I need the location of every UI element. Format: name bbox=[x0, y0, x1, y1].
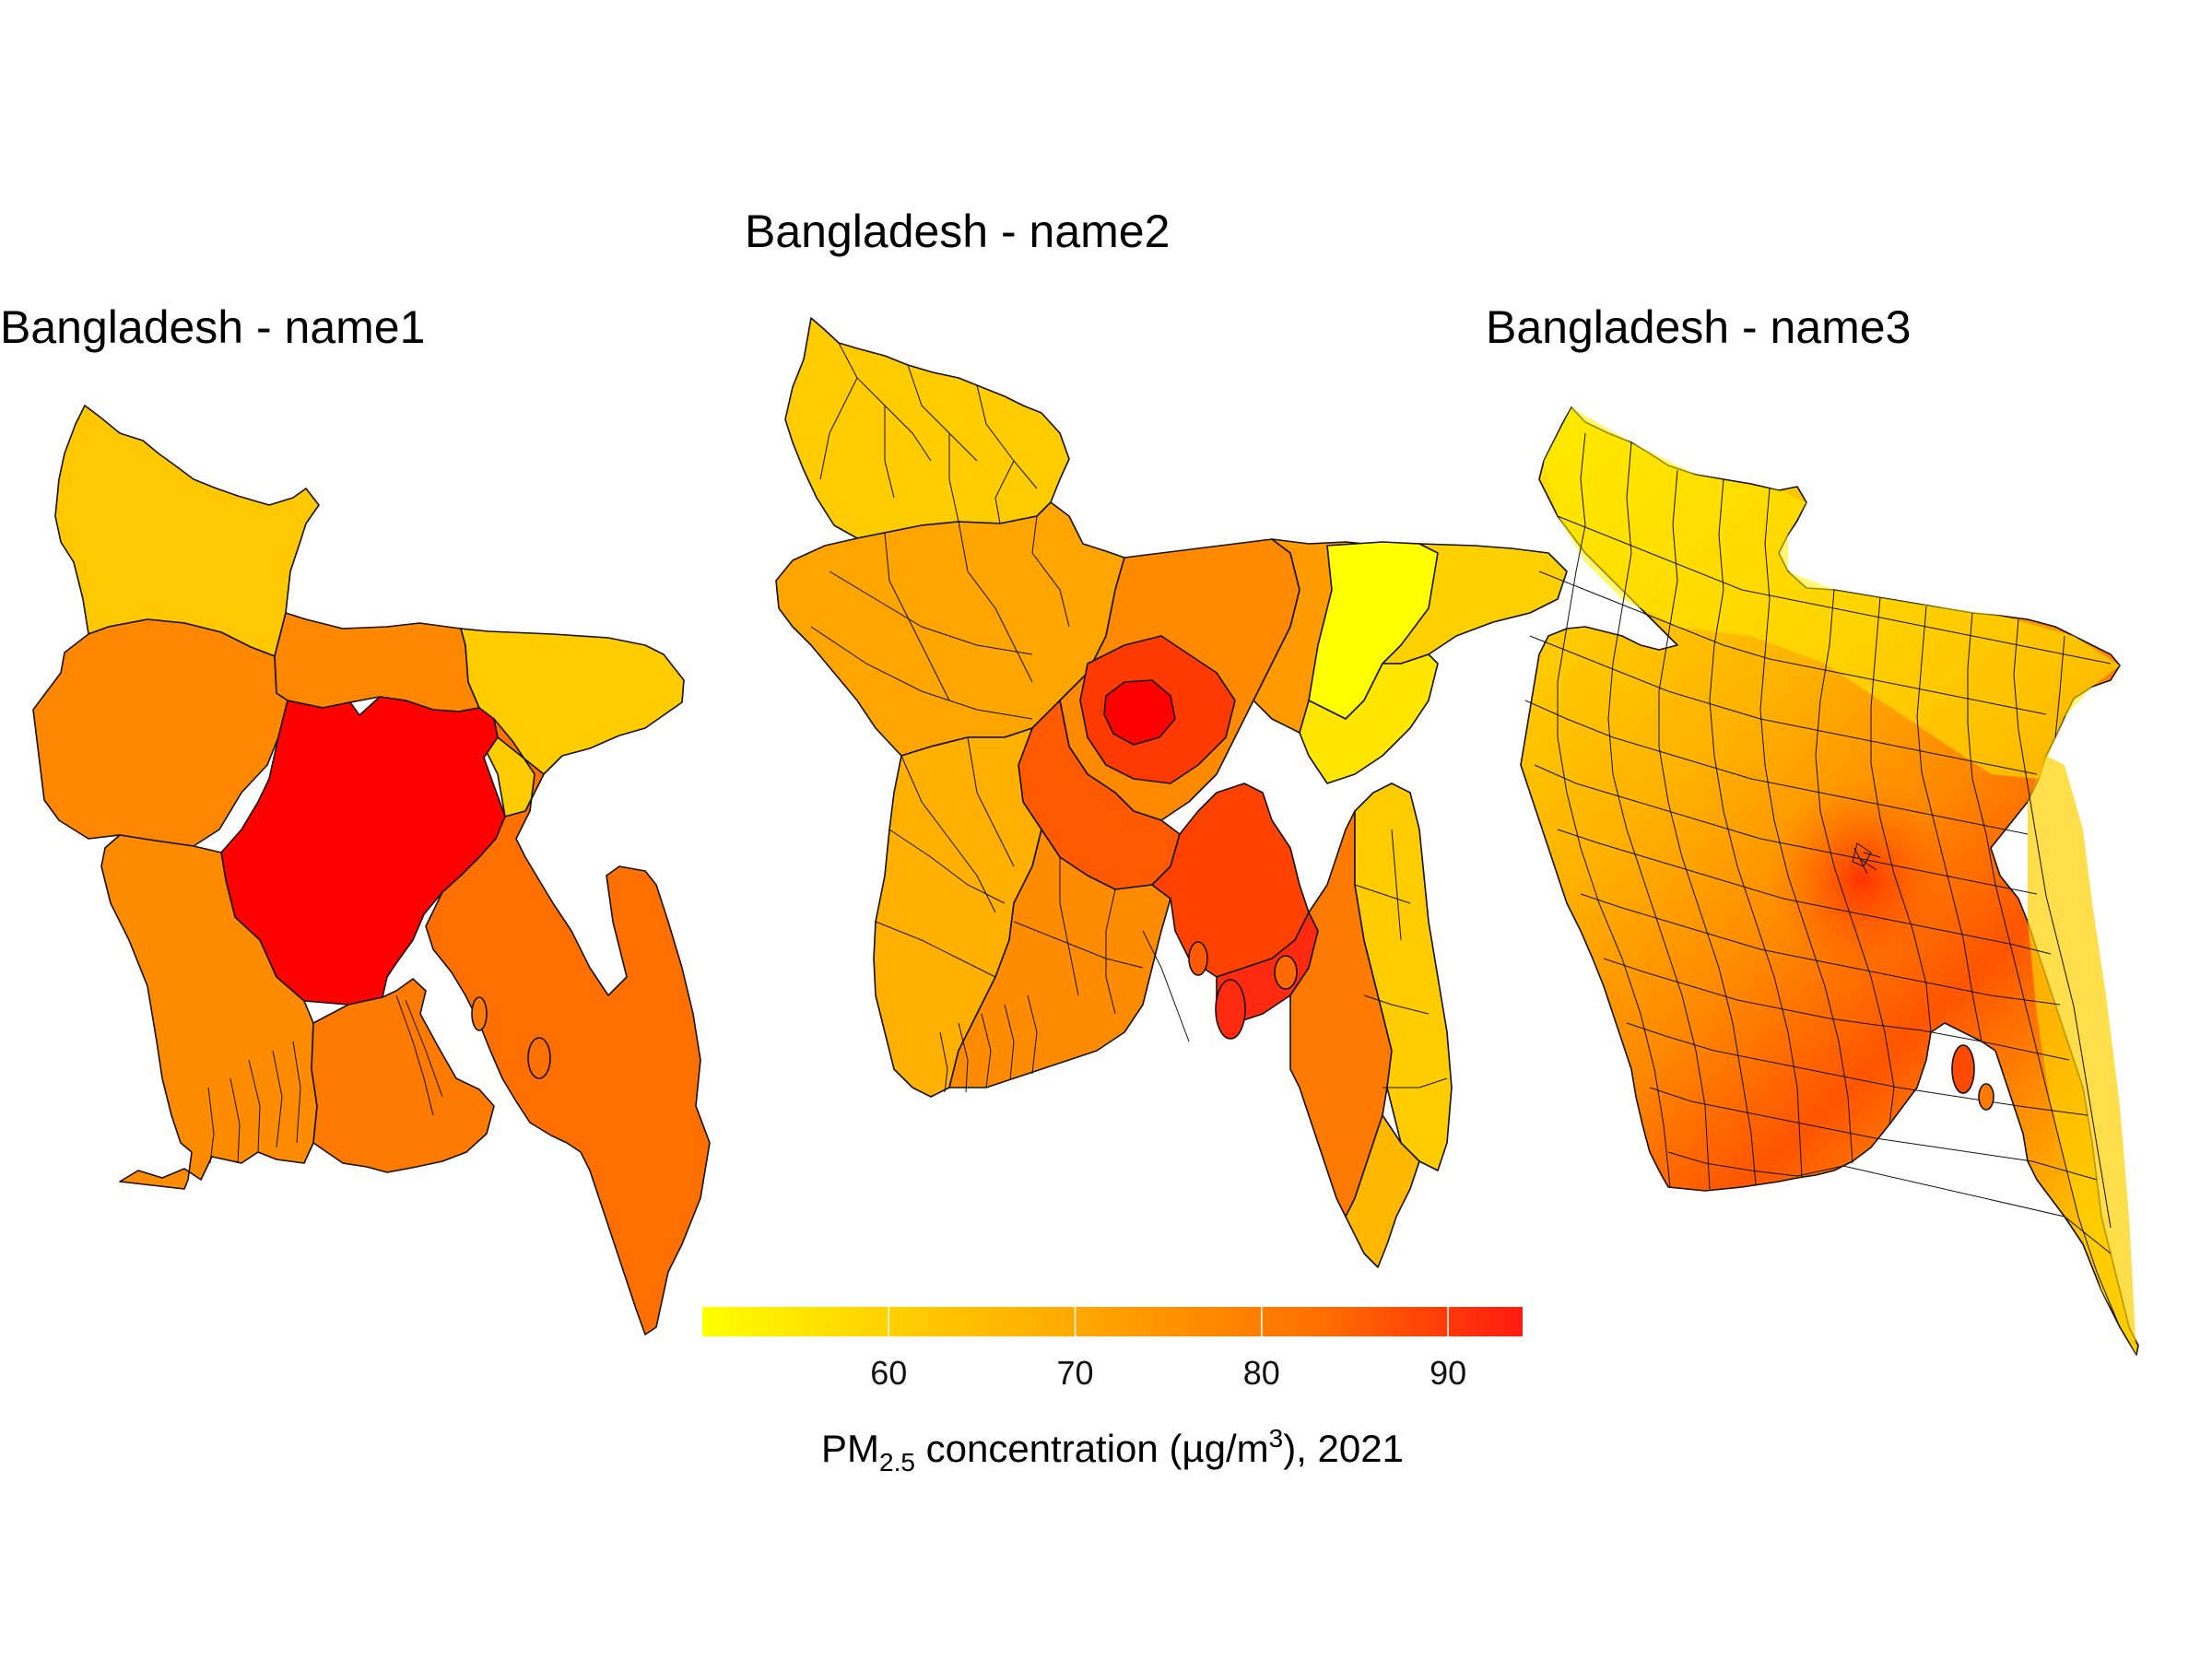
map1-region-mymensingh bbox=[274, 612, 480, 712]
map2 bbox=[775, 317, 1568, 1268]
map2-border bbox=[875, 736, 1015, 978]
map2-region-dhaka-peak bbox=[1103, 679, 1176, 746]
map1-region-rangpur bbox=[54, 405, 320, 657]
map3-title: Bangladesh - name3 bbox=[1486, 301, 1911, 353]
legend-tick-label: 90 bbox=[1430, 1354, 1466, 1392]
map1-river-channels bbox=[207, 994, 443, 1164]
legend-title: PM2.5 concentration (µg/m3), 2021 bbox=[821, 1424, 1404, 1477]
map2-island bbox=[1188, 941, 1208, 976]
map3-hotspot bbox=[1742, 737, 2009, 1023]
map2-region-coxs bbox=[1345, 1114, 1420, 1268]
legend-title-end: ), 2021 bbox=[1283, 1427, 1404, 1470]
legend-tick-label: 80 bbox=[1243, 1354, 1280, 1392]
map2-region bbox=[948, 829, 1171, 1088]
map1-region-barisal bbox=[311, 978, 495, 1173]
map3-upazila-borders bbox=[1524, 432, 2121, 1328]
map1-region-khulna bbox=[100, 834, 318, 1190]
map3-dhaka-cluster bbox=[1852, 842, 1881, 875]
map2-river-channels bbox=[939, 930, 1190, 1093]
map1 bbox=[32, 405, 711, 1335]
map2-title: Bangladesh - name2 bbox=[745, 206, 1170, 257]
map2-border bbox=[1013, 857, 1144, 1015]
map2-region bbox=[784, 317, 1070, 539]
map2-region-sylhet bbox=[1299, 653, 1439, 784]
map2-island bbox=[1274, 955, 1298, 990]
map1-title: Bangladesh - name1 bbox=[0, 301, 425, 353]
map2-border bbox=[810, 515, 1070, 720]
legend-title-sup: 3 bbox=[1269, 1424, 1284, 1453]
map1-region-rajshahi bbox=[32, 618, 288, 847]
map3-island bbox=[1978, 1083, 1994, 1111]
legend-tick-label: 70 bbox=[1057, 1354, 1094, 1392]
legend-tick-label: 60 bbox=[870, 1354, 907, 1392]
map3 bbox=[1520, 406, 2139, 1356]
legend-colorbar bbox=[702, 1307, 1523, 1336]
map2-island bbox=[1215, 979, 1246, 1040]
legend-title-rest: concentration (µg/m bbox=[915, 1427, 1269, 1470]
map1-island bbox=[527, 1037, 551, 1079]
map2-border bbox=[819, 342, 1038, 524]
map3-island bbox=[1951, 1044, 1975, 1094]
legend-title-main: PM bbox=[821, 1427, 879, 1470]
map1-island bbox=[471, 996, 488, 1031]
legend-title-sub: 2.5 bbox=[879, 1448, 915, 1477]
map2-border bbox=[1354, 829, 1448, 1088]
legend-ticks: 60 70 80 90 bbox=[870, 1307, 1466, 1392]
legend: 60 70 80 90 PM2.5 concentration (µg/m3), 20… bbox=[702, 1307, 1523, 1477]
map3-north-band bbox=[1544, 407, 2120, 779]
map2-region-hills bbox=[1354, 782, 1453, 1171]
